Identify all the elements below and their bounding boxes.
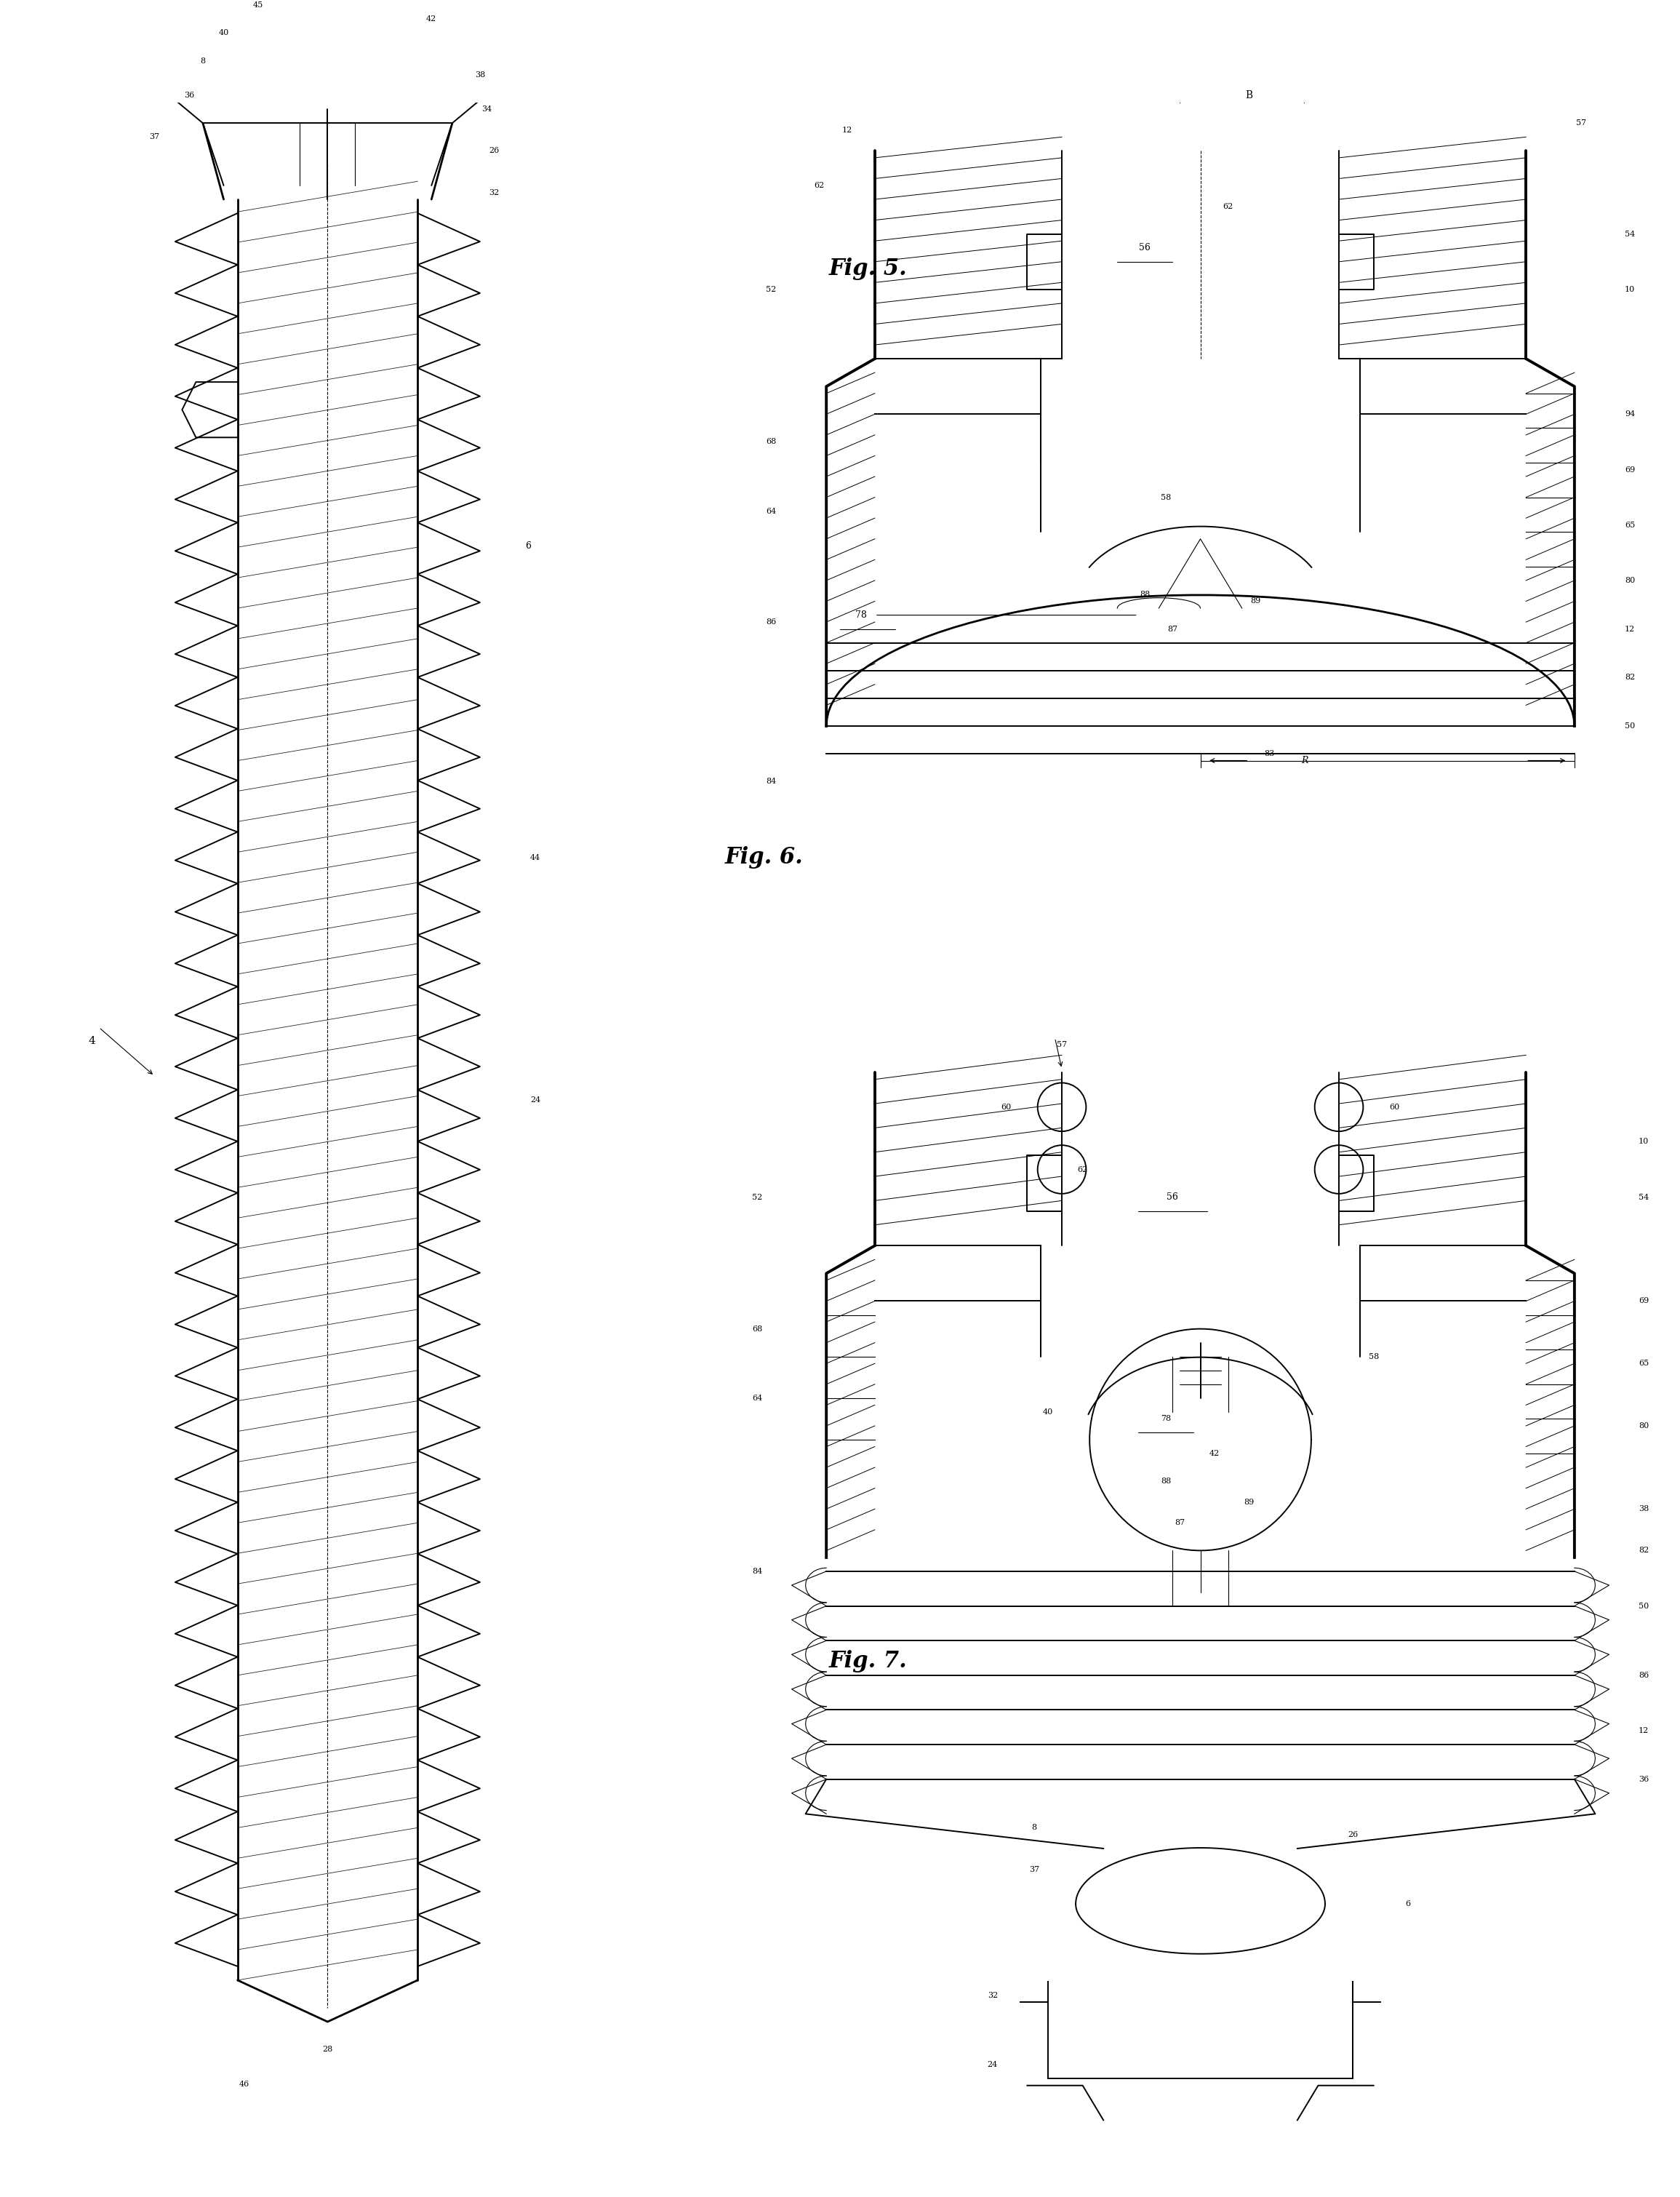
Text: 83: 83 — [1265, 749, 1275, 758]
Text: 10: 10 — [1638, 1138, 1648, 1145]
Text: 6: 6 — [526, 540, 531, 551]
Text: 37: 37 — [1028, 1865, 1040, 1872]
Text: 40: 40 — [218, 29, 228, 37]
Text: 80: 80 — [1625, 578, 1635, 584]
Text: 40: 40 — [1043, 1408, 1053, 1415]
Text: 54: 54 — [1625, 231, 1635, 237]
Text: 62: 62 — [1223, 202, 1233, 211]
Text: 12: 12 — [1638, 1727, 1648, 1733]
Text: 36: 36 — [183, 92, 195, 99]
Text: 8: 8 — [1032, 1824, 1037, 1832]
Text: 32: 32 — [489, 189, 499, 196]
Text: 65: 65 — [1625, 521, 1635, 529]
Text: 44: 44 — [531, 855, 541, 861]
Text: 68: 68 — [753, 1325, 763, 1331]
Text: 88: 88 — [1139, 591, 1151, 598]
Text: 8: 8 — [200, 57, 205, 64]
Text: 42: 42 — [427, 15, 437, 22]
Text: 45: 45 — [254, 2, 264, 9]
Text: 57: 57 — [1576, 119, 1586, 127]
Text: 50: 50 — [1638, 1602, 1648, 1610]
Text: 89: 89 — [1243, 1498, 1253, 1505]
Text: 82: 82 — [1625, 674, 1635, 681]
Text: 86: 86 — [766, 617, 776, 626]
Text: 87: 87 — [1174, 1518, 1184, 1527]
Text: 42: 42 — [1210, 1450, 1220, 1457]
Text: 64: 64 — [753, 1395, 763, 1402]
Text: 60: 60 — [1389, 1103, 1399, 1112]
Text: 89: 89 — [1250, 598, 1262, 604]
Text: 65: 65 — [1638, 1360, 1648, 1367]
Text: 88: 88 — [1161, 1479, 1171, 1485]
Text: 62: 62 — [815, 182, 825, 189]
Text: 37: 37 — [150, 134, 160, 141]
Text: 84: 84 — [766, 778, 776, 784]
Text: 57: 57 — [1057, 1041, 1067, 1048]
Text: 38: 38 — [475, 70, 486, 79]
Text: 36: 36 — [1638, 1775, 1648, 1782]
Text: 56: 56 — [1139, 244, 1151, 253]
Text: 6: 6 — [1406, 1900, 1411, 1907]
Text: 94: 94 — [1625, 411, 1635, 417]
Text: 12: 12 — [1625, 626, 1635, 633]
Text: 82: 82 — [1638, 1547, 1648, 1553]
Text: Fig. 6.: Fig. 6. — [724, 846, 803, 868]
Text: 68: 68 — [766, 437, 776, 446]
Text: 52: 52 — [766, 286, 776, 292]
Text: Fig. 7.: Fig. 7. — [828, 1650, 907, 1672]
Text: 34: 34 — [482, 105, 492, 112]
Text: 54: 54 — [1638, 1193, 1648, 1202]
Text: 4: 4 — [89, 1037, 96, 1046]
Text: 87: 87 — [1168, 626, 1178, 633]
Text: 50: 50 — [1625, 723, 1635, 729]
Text: 86: 86 — [1638, 1672, 1648, 1679]
Text: 80: 80 — [1638, 1421, 1648, 1430]
Text: 10: 10 — [1625, 286, 1635, 292]
Text: 24: 24 — [988, 2061, 998, 2067]
Text: 78: 78 — [855, 611, 867, 620]
Text: 58: 58 — [1161, 494, 1171, 501]
Text: R: R — [1300, 756, 1307, 765]
Text: 26: 26 — [1347, 1830, 1357, 1839]
Text: 12: 12 — [842, 127, 852, 134]
Text: 69: 69 — [1625, 466, 1635, 472]
Text: 32: 32 — [988, 1993, 998, 1999]
Text: 52: 52 — [753, 1193, 763, 1202]
Text: 84: 84 — [753, 1569, 763, 1575]
Text: 24: 24 — [531, 1096, 541, 1103]
Text: 56: 56 — [1168, 1193, 1178, 1202]
Text: 78: 78 — [1161, 1415, 1171, 1421]
Text: Fig. 5.: Fig. 5. — [828, 257, 907, 279]
Text: 64: 64 — [766, 508, 776, 514]
Text: 60: 60 — [1001, 1103, 1011, 1112]
Text: 58: 58 — [1369, 1353, 1379, 1360]
Text: 46: 46 — [239, 2081, 250, 2087]
Text: 26: 26 — [489, 147, 499, 154]
Text: 69: 69 — [1638, 1298, 1648, 1305]
Text: 28: 28 — [323, 2045, 333, 2054]
Text: B: B — [1245, 90, 1253, 101]
Text: 38: 38 — [1638, 1505, 1648, 1512]
Text: 62: 62 — [1077, 1167, 1089, 1173]
